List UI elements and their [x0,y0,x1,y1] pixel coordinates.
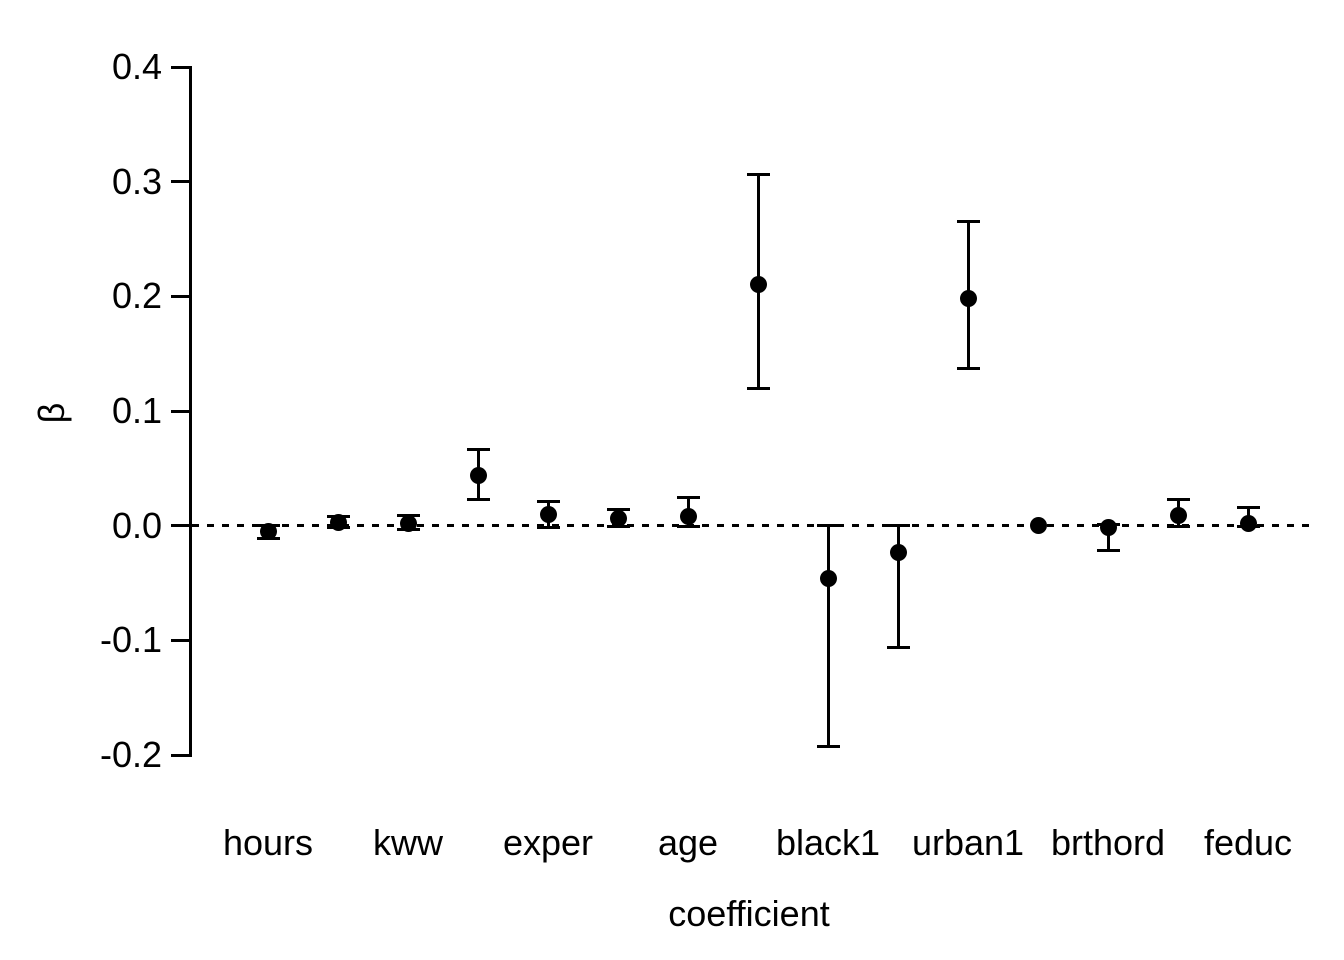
y-axis-title: β [31,402,72,424]
y-tick-label: 0.3 [111,160,162,202]
y-axis-line [189,65,192,757]
x-tick-label: exper [502,822,594,863]
data-point [609,510,627,528]
error-bar-cap-top [746,173,770,177]
y-tick [171,638,189,642]
x-tick-label: kww [373,822,443,863]
data-point [399,514,417,532]
y-tick [171,409,189,413]
y-tick [171,524,189,528]
error-bar-cap-bottom [536,526,560,530]
data-point [1099,519,1117,537]
error-bar-cap-bottom [746,386,770,390]
error-bar-cap-bottom [1096,549,1120,553]
y-tick-label: 0.0 [111,504,162,546]
data-point [819,569,837,587]
y-tick [171,753,189,757]
x-tick-label: urban1 [911,822,1025,863]
x-tick-label: age [657,822,719,863]
x-axis-title: coefficient [668,893,830,934]
error-bar-cap-bottom [956,367,980,371]
data-point [959,290,977,308]
error-bar-cap-bottom [886,645,910,649]
y-tick-label: -0.1 [99,619,162,661]
y-tick-label: 0.2 [111,275,162,317]
data-point [889,543,907,561]
y-tick [171,180,189,184]
error-bar-stem [826,525,830,747]
data-point [1029,517,1047,535]
error-bar-cap-top [816,524,840,528]
error-bar-cap-bottom [816,745,840,749]
error-bar-stem [896,525,900,648]
error-bar-cap-bottom [466,497,490,501]
data-point [1239,514,1257,532]
data-point [329,513,347,531]
x-tick-label: hours [222,822,314,863]
x-tick-label: black1 [775,822,881,863]
data-point [469,466,487,484]
error-bar-stem [1106,524,1110,551]
zero-reference-line [192,524,1312,528]
data-point [1169,506,1187,524]
data-point [749,276,767,294]
error-bar-cap-top [1236,505,1260,509]
error-bar-cap-top [1166,497,1190,501]
y-tick-label: 0.1 [111,390,162,431]
error-bar-cap-top [606,508,630,512]
error-bar-cap-bottom [676,525,700,529]
error-bar-cap-top [466,448,490,452]
y-tick [171,294,189,298]
y-tick-label: 0.4 [111,46,162,87]
error-bar-cap-top [886,524,910,528]
x-tick-label: brthord [1050,822,1166,863]
data-point [679,507,697,525]
x-tick-label: feduc [1203,822,1293,863]
error-bar-cap-top [956,220,980,224]
data-point [259,522,277,540]
error-bar-cap-top [536,500,560,504]
error-bar-cap-bottom [1166,525,1190,529]
y-tick [171,65,189,69]
data-point [539,505,557,523]
error-bar-cap-top [676,495,700,499]
y-tick-label: -0.2 [99,734,162,775]
